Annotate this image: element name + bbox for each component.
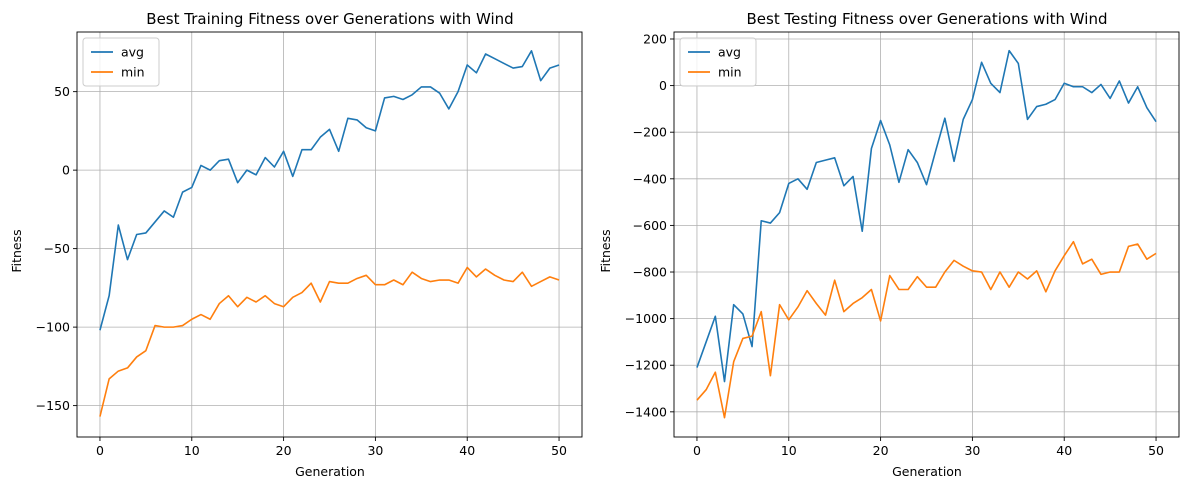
testing-y-tick-label: −1000 [625,311,667,326]
training-y-tick-label: 0 [62,163,70,178]
training-series-min-line [99,266,560,417]
training-legend: avg min [82,37,160,87]
training-axes-frame [76,31,583,438]
training-y-tick-label: −100 [36,320,70,335]
testing-plot-area [673,31,1180,438]
testing-legend-box [679,37,757,87]
training-series-avg-line [99,50,560,331]
training-x-tick-label: 0 [96,443,104,458]
testing-y-tick-label: 0 [659,78,667,93]
testing-y-tick-label: −1200 [625,358,667,373]
training-chart: Best Training Fitness over Generations w… [9,10,583,479]
testing-y-axis-label: Fitness [598,229,613,272]
testing-x-tick-label: 40 [1056,443,1072,458]
testing-chart: Best Testing Fitness over Generations wi… [598,10,1180,479]
testing-series-avg-line [696,49,1157,383]
training-y-axis-label: Fitness [9,229,24,272]
testing-y-tick-label: −800 [633,265,667,280]
training-y-tick-label: −150 [36,398,70,413]
testing-plot-background [674,32,1179,437]
testing-y-tick-label: −600 [633,218,667,233]
training-x-tick-label: 10 [184,443,200,458]
testing-x-axis-label: Generation [892,464,962,479]
training-legend-avg-label: avg [121,45,144,60]
training-x-tick-label: 20 [276,443,292,458]
training-legend-box [82,37,160,87]
testing-x-tick-label: 20 [873,443,889,458]
training-x-tick-label: 30 [367,443,383,458]
testing-legend: avg min [679,37,757,87]
training-y-tick-label: 50 [54,84,70,99]
testing-y-tick-label: 200 [643,31,667,46]
testing-chart-title: Best Testing Fitness over Generations wi… [747,10,1108,28]
testing-y-tick-label: −400 [633,171,667,186]
testing-x-tick-label: 0 [693,443,701,458]
training-y-tick-label: −50 [44,241,70,256]
testing-x-tick-label: 30 [964,443,980,458]
testing-y-tick-label: −1400 [625,404,667,419]
training-chart-title: Best Training Fitness over Generations w… [146,10,513,28]
testing-legend-min-label: min [718,65,742,80]
testing-axes-frame [673,31,1180,438]
training-x-axis-label: Generation [295,464,365,479]
training-x-tick-label: 40 [459,443,475,458]
testing-series-min-line [696,240,1157,419]
testing-y-tick-label: −200 [633,125,667,140]
training-plot-area [76,31,583,438]
testing-x-tick-label: 50 [1148,443,1164,458]
training-legend-min-label: min [121,65,145,80]
training-plot-background [77,32,582,437]
training-x-tick-label: 50 [551,443,567,458]
testing-x-tick-label: 10 [781,443,797,458]
testing-legend-avg-label: avg [718,45,741,60]
